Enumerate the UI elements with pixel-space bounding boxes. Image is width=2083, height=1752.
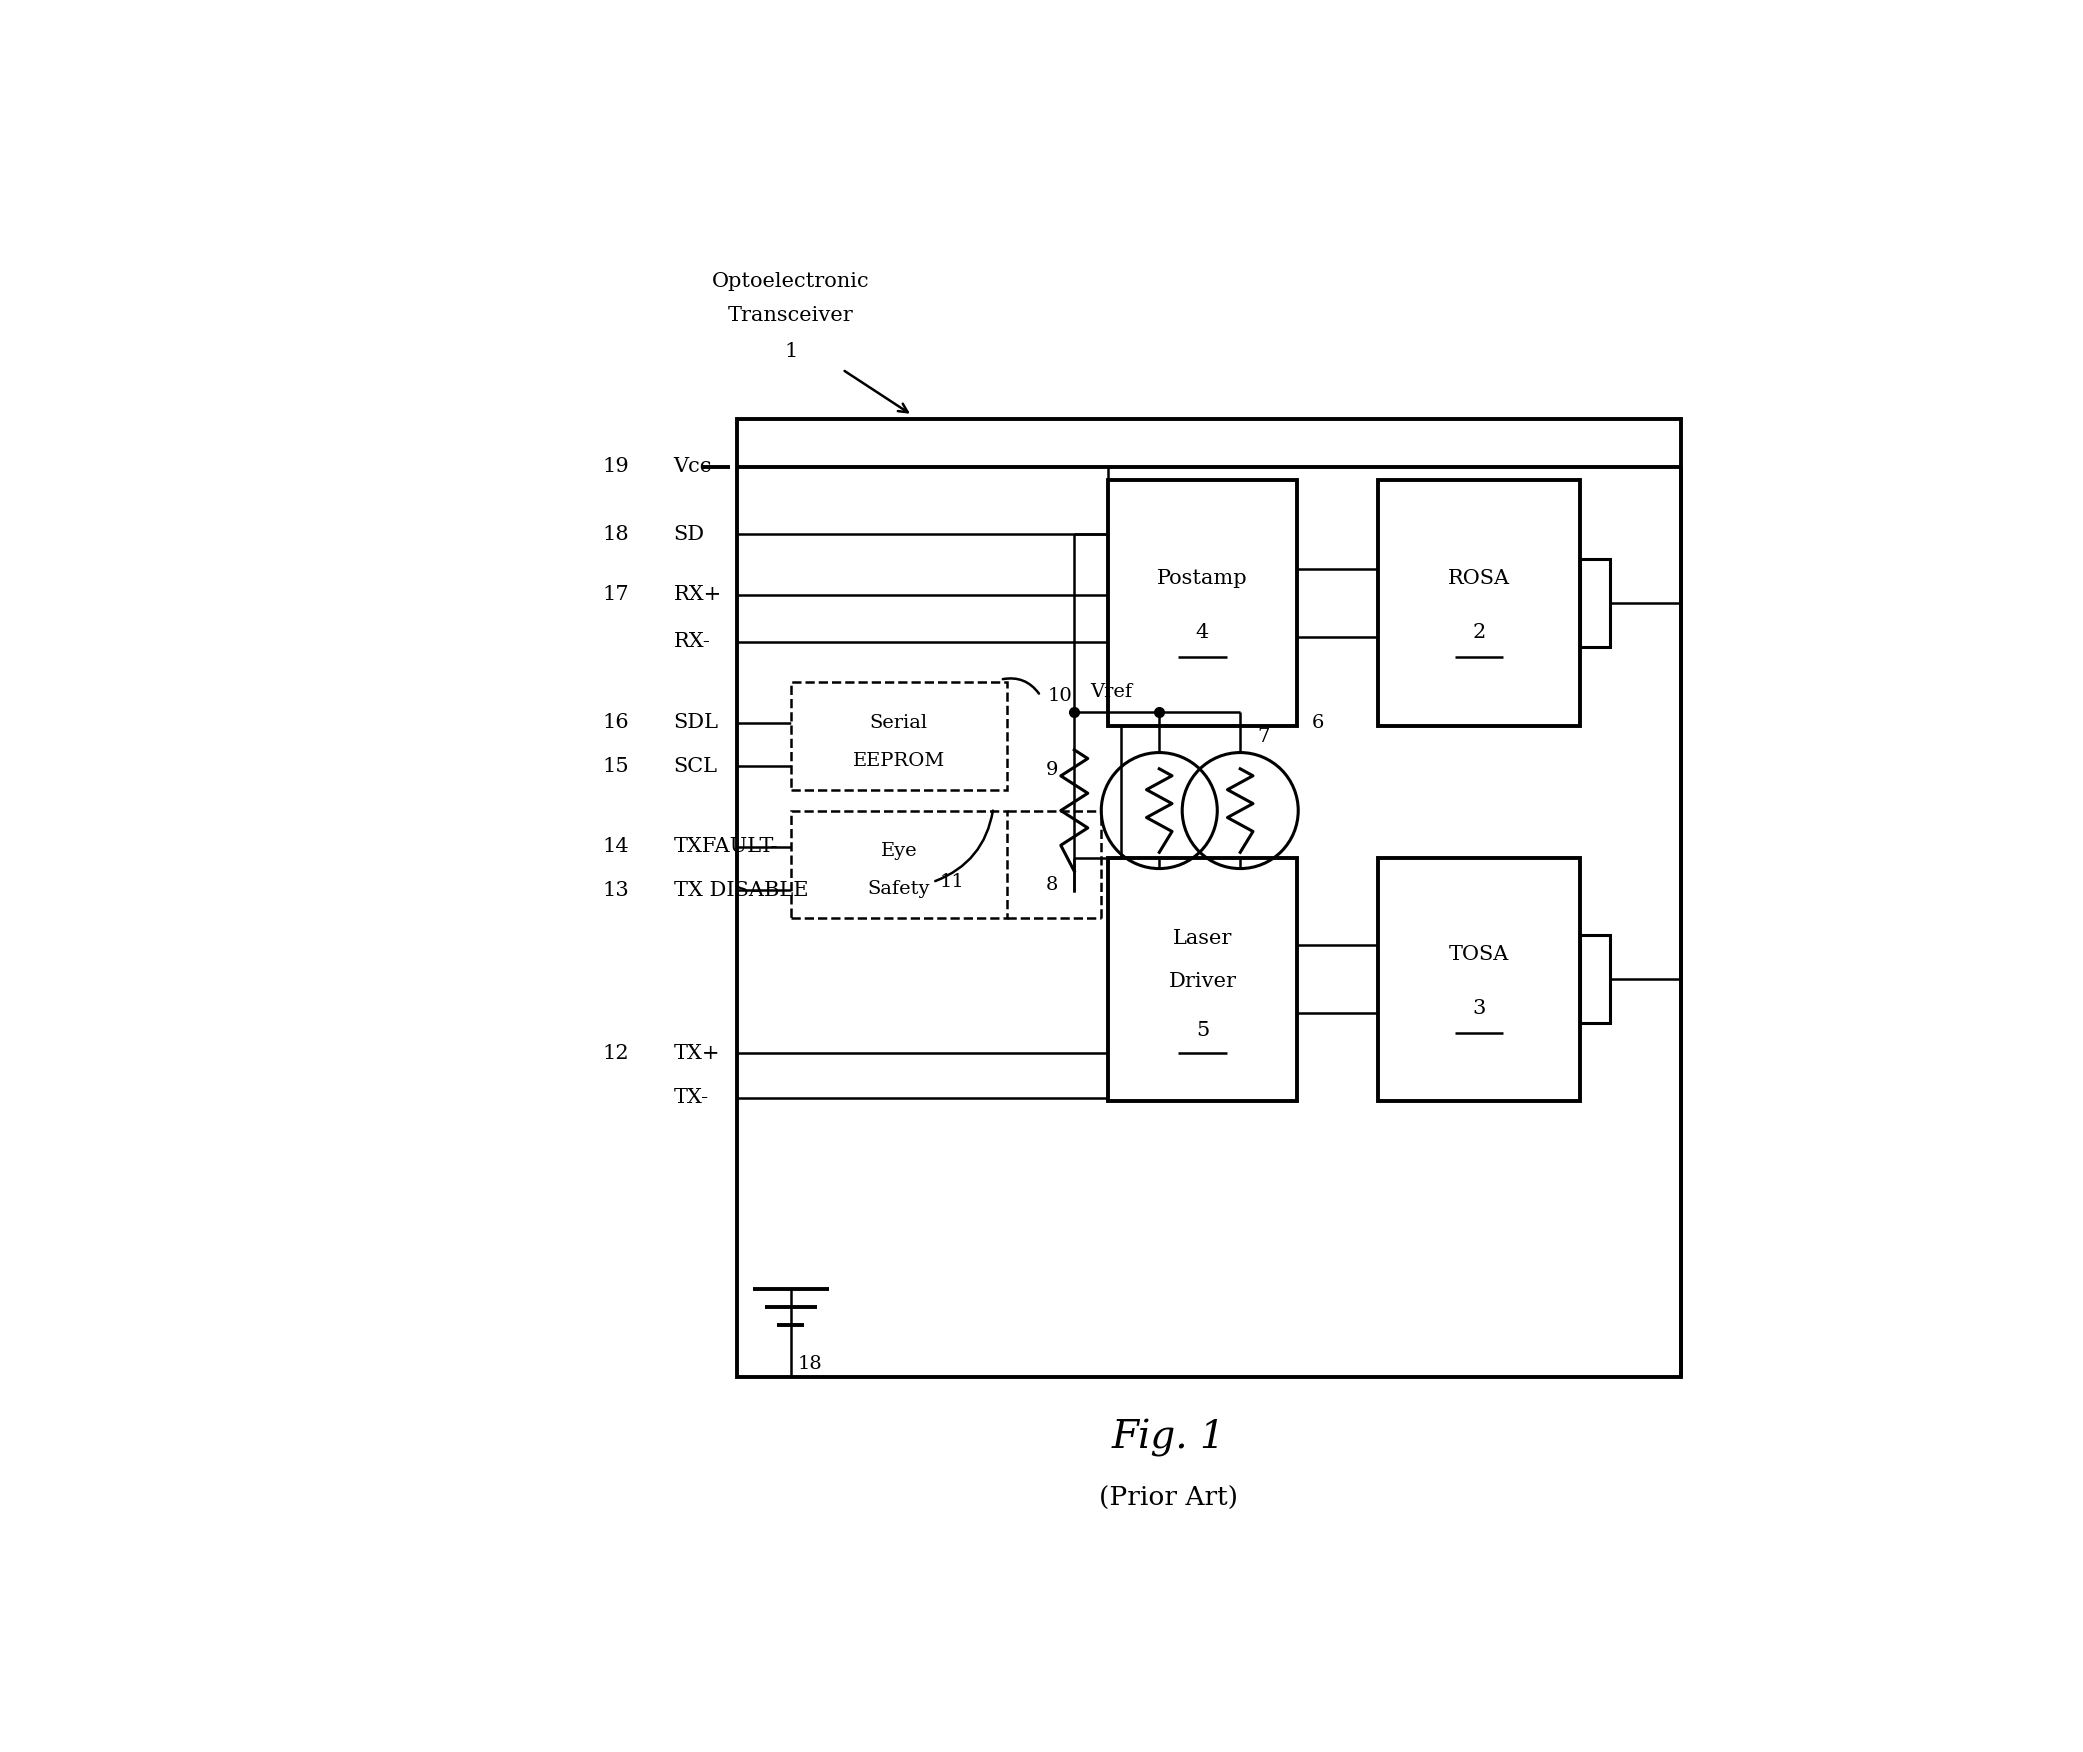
Text: 6: 6 [1312,715,1325,732]
Text: TX-: TX- [673,1088,708,1107]
Text: Postamp: Postamp [1158,569,1248,589]
Text: Safety: Safety [869,880,931,897]
Text: TX DISABLE: TX DISABLE [673,881,808,901]
Text: Vcc: Vcc [673,457,712,477]
Text: 4: 4 [1196,624,1208,641]
Text: TX+: TX+ [673,1044,721,1063]
Bar [1377,858,1581,1100]
Text: Laser: Laser [1173,929,1233,948]
Text: 14: 14 [602,837,629,857]
Text: 18: 18 [602,524,629,543]
Text: 1: 1 [785,342,798,361]
Text: Driver: Driver [1169,972,1237,992]
Text: 12: 12 [602,1044,629,1063]
Text: ROSA: ROSA [1448,569,1510,589]
Text: 19: 19 [602,457,629,477]
Bar [1581,936,1610,1023]
Text: 16: 16 [602,713,629,732]
Text: TOSA: TOSA [1450,946,1510,964]
Text: 11: 11 [939,872,964,892]
Text: TXFAULT-: TXFAULT- [673,837,779,857]
Text: Fig. 1: Fig. 1 [1112,1419,1225,1458]
Bar [1377,480,1581,725]
Text: SD: SD [673,524,704,543]
Bar [1108,858,1298,1100]
Text: Eye: Eye [881,843,917,860]
Text: 10: 10 [1048,687,1073,704]
Text: Optoelectronic: Optoelectronic [712,272,871,291]
Text: 7: 7 [1258,727,1271,746]
Text: SCL: SCL [673,757,719,776]
Bar [792,811,1006,918]
Bar [1108,480,1298,725]
Bar [1581,559,1610,646]
Text: 15: 15 [602,757,629,776]
Text: Vref: Vref [1091,683,1133,701]
Bar [737,419,1681,1377]
Text: Serial: Serial [871,713,927,732]
Text: 5: 5 [1196,1021,1208,1041]
Text: 18: 18 [798,1354,823,1372]
Text: SDL: SDL [673,713,719,732]
Text: (Prior Art): (Prior Art) [1100,1486,1237,1510]
Bar [792,683,1006,790]
Text: Transceiver: Transceiver [729,307,854,324]
Text: 8: 8 [1046,876,1058,894]
Text: RX-: RX- [673,632,710,652]
Text: 17: 17 [602,585,629,604]
Text: 3: 3 [1473,999,1485,1018]
Text: 2: 2 [1473,624,1485,641]
Text: EEPROM: EEPROM [852,752,946,769]
Text: 13: 13 [602,881,629,901]
Text: RX+: RX+ [673,585,723,604]
Text: 9: 9 [1046,760,1058,780]
